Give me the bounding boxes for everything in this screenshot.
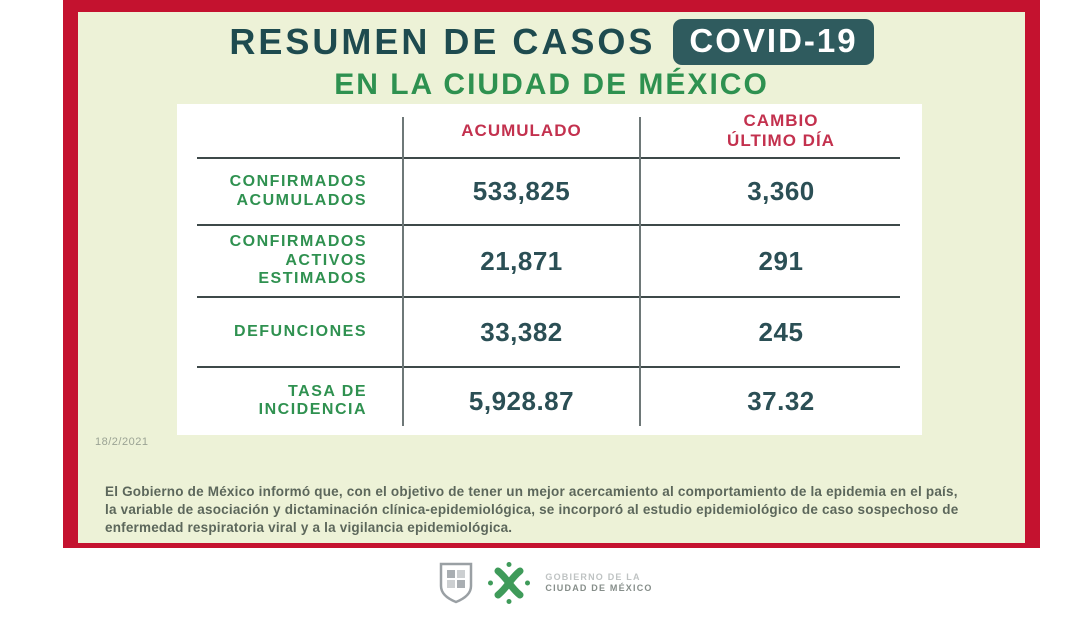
summary-table-grid: ACUMULADO CAMBIO ÚLTIMO DÍA CONFIRMADOS …	[177, 104, 922, 435]
government-wordmark: GOBIERNO DE LA CIUDAD DE MÉXICO	[545, 572, 652, 594]
table-column-divider-1	[402, 117, 404, 426]
table-column-divider-2	[639, 117, 641, 426]
org-name-line1: GOBIERNO DE LA	[545, 572, 641, 582]
footnote-paragraph: El Gobierno de México informó que, con e…	[105, 484, 959, 535]
org-name-line2: CIUDAD DE MÉXICO	[545, 583, 653, 593]
value-confirmados-acumulados-acumulado: 533,825	[472, 176, 571, 206]
row-label-defunciones: DEFUNCIONES	[234, 322, 367, 340]
title-row: RESUMEN DE CASOS COVID-19	[78, 19, 1025, 65]
summary-table: ACUMULADO CAMBIO ÚLTIMO DÍA CONFIRMADOS …	[177, 104, 922, 435]
value-tasa-incidencia-acumulado: 5,928.87	[468, 385, 575, 416]
page-title: RESUMEN DE CASOS	[229, 21, 656, 62]
row-label-tasa-de-incidencia: TASA DE INCIDENCIA	[258, 382, 367, 418]
column-header-cambio-ultimo-dia: CAMBIO ÚLTIMO DÍA	[727, 111, 835, 150]
table-rule-2	[197, 224, 900, 226]
table-rule-1	[197, 157, 900, 159]
government-logo-footer: GOBIERNO DE LA CIUDAD DE MÉXICO	[0, 556, 1092, 610]
page-subtitle: EN LA CIUDAD DE MÉXICO	[334, 68, 769, 101]
value-confirmados-acumulados-cambio: 3,360	[747, 176, 815, 206]
value-tasa-incidencia-cambio: 37.32	[747, 385, 815, 416]
table-rule-3	[197, 296, 900, 298]
value-defunciones-cambio: 245	[758, 316, 804, 347]
value-defunciones-acumulado: 33,382	[480, 316, 563, 347]
report-date: 18/2/2021	[95, 436, 149, 448]
value-confirmados-activos-cambio: 291	[758, 245, 804, 276]
row-label-confirmados-activos-estimados: CONFIRMADOS ACTIVOS ESTIMADOS	[229, 233, 367, 288]
row-label-confirmados-acumulados: CONFIRMADOS ACUMULADOS	[229, 173, 367, 209]
table-rule-4	[197, 366, 900, 368]
summary-card: RESUMEN DE CASOS COVID-19 EN LA CIUDAD D…	[63, 0, 1040, 548]
column-header-acumulado: ACUMULADO	[461, 121, 582, 141]
covid19-badge: COVID-19	[673, 19, 874, 65]
cdmx-knot-logo-icon	[488, 562, 531, 604]
coat-of-arms-shield-icon	[440, 562, 473, 604]
value-confirmados-activos-acumulado: 21,871	[480, 245, 563, 276]
